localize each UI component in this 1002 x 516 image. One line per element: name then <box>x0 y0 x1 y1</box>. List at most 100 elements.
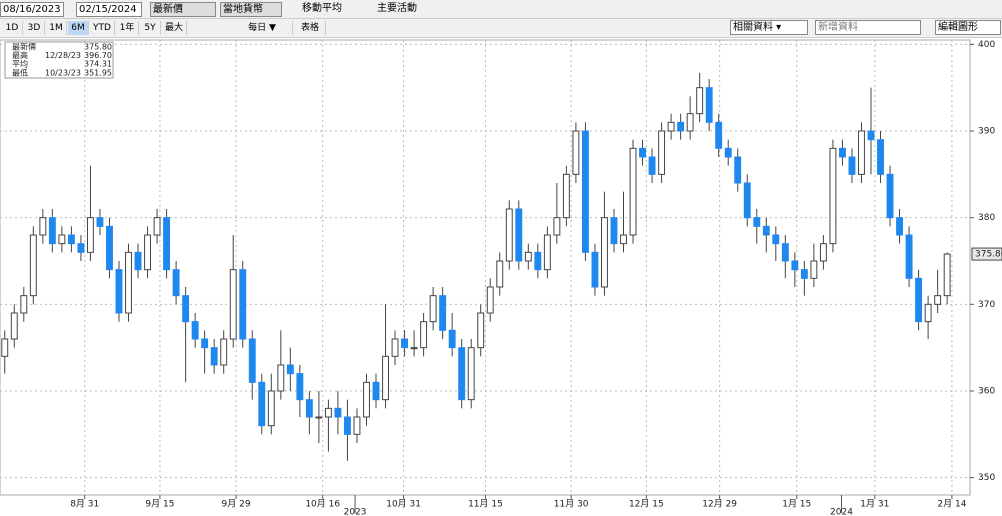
candle-body <box>324 407 332 418</box>
x-tick-label: 8月 31 <box>70 499 99 510</box>
candle-body <box>648 156 656 175</box>
candle-body <box>591 251 599 288</box>
legend-label: 最低 <box>12 67 28 77</box>
period-button[interactable]: 6M <box>68 21 89 35</box>
candle-body <box>372 381 380 401</box>
candle-body <box>258 381 266 427</box>
candle-body <box>724 147 732 158</box>
candle-body <box>867 130 875 141</box>
candle-body <box>543 234 551 271</box>
candle-body <box>153 217 161 236</box>
candle-body <box>363 381 370 418</box>
period-button[interactable]: 1年 <box>116 21 139 35</box>
candle-body <box>353 416 361 435</box>
x-tick-label: 1月 15 <box>782 499 811 510</box>
price-field[interactable]: 最新價 <box>150 2 216 17</box>
candle-body <box>267 390 275 427</box>
candle-body <box>810 260 818 279</box>
candle-body <box>229 269 237 340</box>
candle-body <box>106 225 113 271</box>
candle-body <box>534 251 542 271</box>
period-button[interactable]: 5Y <box>140 21 161 35</box>
frequency[interactable]: 每日 ▼ <box>232 21 293 35</box>
candle-body <box>848 156 856 175</box>
candle-body <box>439 295 447 331</box>
candle-body <box>943 253 951 297</box>
y-tick-label: 380 <box>978 213 995 223</box>
candle-body <box>334 407 342 418</box>
candle-body <box>915 277 923 323</box>
candle-body <box>58 234 66 245</box>
candle-body <box>134 251 142 271</box>
last-price-tag <box>971 247 1002 261</box>
candle-body <box>420 321 428 349</box>
candle-body <box>610 217 618 245</box>
candle-body <box>220 338 228 366</box>
candle-body <box>629 147 637 236</box>
candle-body <box>382 355 389 401</box>
legend: 最新價 375.80 最高 12/28/23 396.70 平均 374.31 最低 10/23… <box>4 41 114 79</box>
legend-label: 平均 <box>12 59 28 69</box>
candle-body <box>496 260 504 288</box>
candle-body <box>515 208 523 262</box>
candle-body <box>505 208 513 262</box>
candle-body <box>734 156 742 184</box>
candle-body <box>829 147 837 245</box>
end-date[interactable]: 02/15/2024 <box>76 2 142 17</box>
candle-body <box>448 329 456 349</box>
x-tick-label: 2月 14 <box>937 499 966 510</box>
candle-body <box>96 217 104 227</box>
moving-average[interactable]: 移動平均 <box>302 3 342 14</box>
candle-body <box>286 364 294 375</box>
candle-body <box>86 217 94 253</box>
period-button[interactable]: 1M <box>46 21 67 35</box>
period-button[interactable]: 3D <box>24 21 45 35</box>
candle-body <box>67 234 75 245</box>
candle-body <box>410 347 418 350</box>
candle-body <box>391 338 399 357</box>
start-date[interactable]: 08/16/2023 <box>0 2 64 17</box>
legend-box <box>4 41 114 79</box>
candle-body <box>1 338 9 357</box>
candle-body <box>182 295 190 323</box>
candle-body <box>791 260 799 271</box>
candle-body <box>658 130 666 175</box>
candle-body <box>772 234 780 245</box>
candle-body <box>48 217 56 245</box>
candle-body <box>800 269 808 279</box>
candle-body <box>305 399 313 418</box>
candle-body <box>715 121 723 149</box>
table-button[interactable]: 表格 <box>295 21 326 35</box>
add-data[interactable]: 新增資料 <box>815 20 921 35</box>
candle-body <box>277 364 285 392</box>
candle-body <box>239 269 247 340</box>
edit-chart[interactable]: 編輯圖形 <box>935 20 1001 35</box>
candle-body <box>838 147 846 158</box>
candle-body <box>77 243 85 253</box>
candle-body <box>705 87 713 123</box>
period-button[interactable]: YTD <box>90 21 115 35</box>
candle-body <box>896 217 904 236</box>
x-tick-label: 11月 30 <box>554 499 589 510</box>
candle-body <box>905 234 913 279</box>
candle-body <box>467 347 475 401</box>
candle-body <box>172 269 180 297</box>
x-tick-label: 10月 16 <box>305 499 340 510</box>
related-data[interactable]: 相關資料 ▾ <box>730 20 808 35</box>
candle-body <box>639 147 646 158</box>
year-label: 2023 <box>344 508 367 516</box>
x-tick-label: 12月 29 <box>702 499 737 510</box>
candle-body <box>401 338 409 349</box>
candle-body <box>315 416 323 419</box>
key-events[interactable]: 主要活動 <box>377 3 417 14</box>
candle-body <box>163 217 171 271</box>
candle-body <box>886 173 894 219</box>
candle-body <box>477 312 485 349</box>
candle-body <box>458 347 466 401</box>
candle-body <box>601 217 608 288</box>
legend-label: 最新價 <box>12 42 36 52</box>
period-button[interactable]: 最大 <box>162 21 187 35</box>
currency[interactable]: 當地貨幣 <box>220 2 282 17</box>
candle-body <box>39 217 47 236</box>
period-button[interactable]: 1D <box>2 21 23 35</box>
